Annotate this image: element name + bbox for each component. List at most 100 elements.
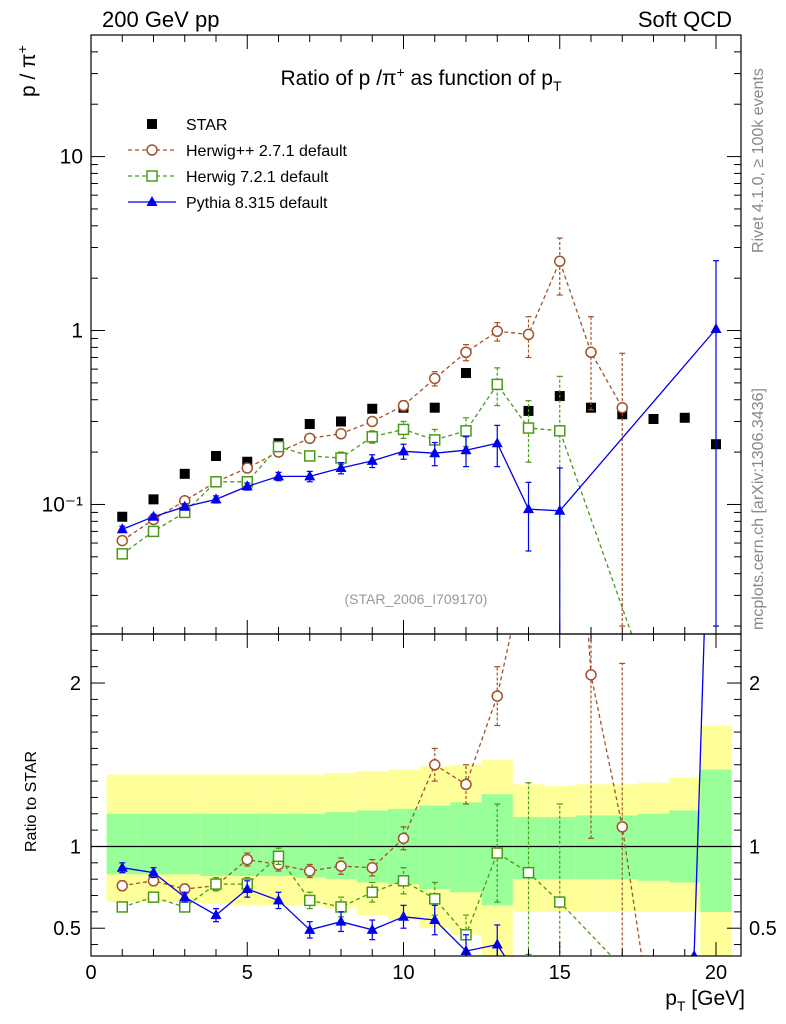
data-point [642,673,652,683]
x-tick-label: 5 [242,962,253,984]
legend-marker [146,170,158,182]
mcplots-label: mcplots.cern.ch [arXiv:1306.3436] [750,388,767,630]
data-point [116,534,128,547]
main-series [116,237,722,683]
data-point [554,425,566,437]
ratio-ylabel: Ratio to STAR [23,751,40,852]
data-point [616,401,628,414]
legend-label: STAR [186,117,227,134]
category-label: Soft QCD [638,7,732,32]
data-point [116,861,128,872]
data-point [397,423,410,436]
data-point [523,988,534,998]
data-point [179,468,190,479]
data-point [460,444,472,455]
source-watermark: (STAR_2006_I709170) [345,591,488,607]
main-axis-ticks: 10⁻¹ 1 10 [42,34,741,634]
data-point [642,989,652,999]
data-point [335,427,347,440]
y-tick-label-right: 2 [749,673,760,695]
y-tick-label: 1 [70,836,81,858]
data-point [304,923,316,934]
data-point [116,879,128,892]
data-point [491,378,503,391]
data-point [585,346,597,359]
data-point [523,503,534,514]
data-point [429,759,441,771]
data-point [366,454,378,465]
ratio-series [116,188,705,999]
x-axis-label: pT [GeV] [665,987,745,1014]
legend-marker [147,119,157,129]
legend-entry-herwig7: Herwig 7.2.1 default [128,169,329,186]
data-point [460,346,472,359]
data-point [304,450,316,462]
data-point [210,493,222,504]
data-point [397,399,410,412]
data-point [148,494,159,505]
data-point [366,431,378,443]
band-inner [419,805,451,889]
band-inner [637,813,670,881]
x-tick-label: 0 [85,962,96,984]
data-point [555,188,565,198]
data-point [554,988,565,998]
title-prefix: Ratio of p /π [280,67,396,90]
data-point [273,470,284,481]
data-point [241,853,253,866]
series-herwig7 [116,782,652,999]
data-point [429,447,441,458]
data-point [304,432,316,445]
y-tick-label: 2 [70,673,81,695]
data-point [491,938,503,949]
data-point [116,548,128,560]
data-point [522,328,535,341]
data-point [429,893,441,905]
data-point [335,462,347,473]
main-ylabel: p / π+ [14,45,40,97]
legend-entry-star: STAR [147,117,227,134]
ratio-uncertainty-bands [106,725,732,956]
ratio-axis-ticks: 0.5 0.51 12 20 5 10 15 20 [53,634,777,984]
y-tick-label: 10⁻¹ [42,493,83,516]
x-tick-label: 20 [705,962,727,984]
data-point [241,882,253,893]
data-point [398,445,409,456]
data-point [304,419,315,430]
energy-label: 200 GeV pp [102,7,219,32]
data-point [335,901,347,913]
data-point [304,894,316,907]
data-point [336,416,346,427]
band-inner [450,802,482,893]
legend-entry-pythia: Pythia 8.315 default [128,195,328,212]
series-line-herwig7 [121,383,633,634]
series-herwig7 [116,367,652,683]
data-point [148,866,159,877]
x-tick-label: 15 [549,962,571,984]
data-point [397,875,410,887]
data-point [710,323,722,334]
legend-marker [146,144,158,156]
data-point [366,923,378,934]
data-point [460,778,472,791]
data-point [242,456,253,467]
data-point [429,914,441,925]
series-pythia [116,260,722,634]
data-point [491,325,503,338]
data-point [335,452,347,464]
data-point [148,510,159,521]
data-point [491,847,503,859]
data-point [179,901,191,913]
legend-label: Herwig++ 2.7.1 default [186,143,348,160]
data-point [304,470,316,481]
legend-label: Pythia 8.315 default [186,195,328,212]
data-point [179,500,191,511]
data-point [460,425,472,437]
y-tick-label: 10 [60,146,83,169]
legend-marker [146,196,158,206]
series-line-pythia [122,328,717,530]
data-point [366,886,378,899]
x-tick-label: 10 [392,962,414,984]
data-point [642,989,652,999]
main-title: Ratio of p /π+ as function of pT [280,64,562,94]
